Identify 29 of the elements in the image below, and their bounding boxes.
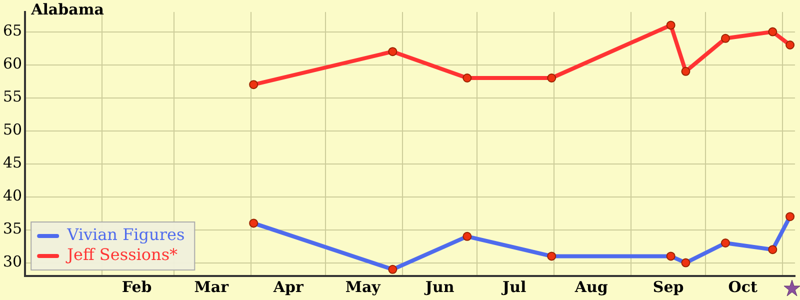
point <box>388 47 398 56</box>
point <box>547 74 556 82</box>
x-tick-label: Sep <box>652 278 684 296</box>
x-tick-label: Aug <box>574 278 608 296</box>
point <box>768 27 778 36</box>
y-tick-label: 30 <box>2 252 22 271</box>
y-tick-label: 60 <box>2 54 22 73</box>
chart-title: Alabama <box>30 0 104 18</box>
x-tick-label: Oct <box>728 278 758 296</box>
x-tick-label: Jul <box>500 278 527 296</box>
point <box>681 66 690 76</box>
x-tick-label: Feb <box>122 278 152 296</box>
y-tick-label: 55 <box>2 88 22 106</box>
point <box>666 20 676 30</box>
x-tick-label: Apr <box>272 278 304 296</box>
y-tick-label: 35 <box>2 220 22 238</box>
y-tick-label: 50 <box>2 120 22 139</box>
point <box>720 34 730 43</box>
legend-label: Vivian Figures <box>66 225 185 244</box>
x-tick-label: Mar <box>194 278 230 296</box>
y-tick-label: 45 <box>2 154 22 172</box>
y-tick-label: 65 <box>2 22 22 40</box>
legend-label: Jeff Sessions* <box>65 245 178 264</box>
y-tick-label: 40 <box>2 186 22 205</box>
point <box>786 40 795 50</box>
point <box>462 74 472 82</box>
x-tick-label: Jun <box>423 278 454 296</box>
point <box>249 80 258 90</box>
x-tick-label: May <box>345 278 382 296</box>
